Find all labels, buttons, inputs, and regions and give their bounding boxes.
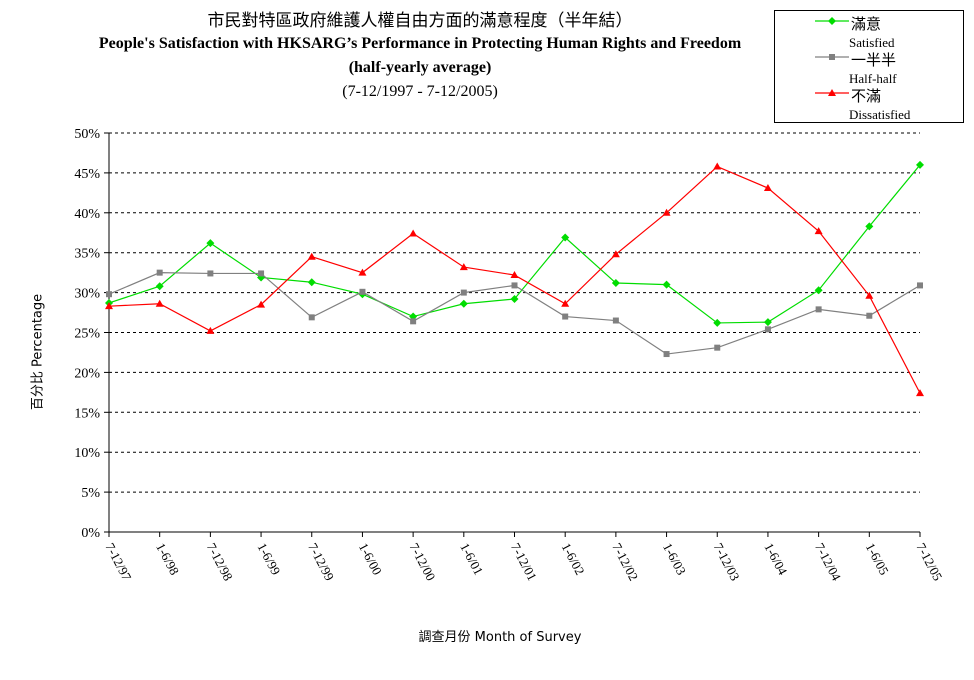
data-point	[561, 299, 570, 307]
chart-legend: 滿意 Satisfied 一半半 Half-half 不滿 Dissatisfi…	[774, 10, 964, 123]
data-point	[561, 233, 570, 242]
data-point	[206, 239, 215, 248]
legend-label-dissatisfied-en: Dissatisfied	[849, 107, 911, 122]
legend-label-half-half-zh: 一半半	[851, 51, 897, 69]
x-tick-label: 7-12/99	[305, 540, 337, 583]
data-point	[459, 263, 468, 271]
x-tick-label: 1-6/05	[863, 540, 892, 577]
data-point	[511, 282, 518, 289]
legend-label-half-half-en: Half-half	[849, 71, 897, 86]
data-point	[155, 299, 164, 307]
data-point	[764, 326, 771, 333]
x-tick-label: 7-12/97	[102, 540, 134, 583]
data-point	[763, 318, 772, 327]
data-point	[308, 314, 315, 321]
data-point	[510, 271, 519, 279]
data-point	[814, 286, 823, 295]
data-point	[815, 306, 822, 313]
data-point	[510, 294, 519, 303]
y-tick-label: 30%	[74, 287, 100, 302]
x-tick-label: 7-12/04	[812, 540, 844, 583]
y-tick-label: 0%	[81, 526, 100, 541]
legend-label-satisfied-zh: 滿意	[851, 15, 882, 33]
legend-swatch-dissatisfied	[815, 89, 849, 96]
data-point	[917, 282, 923, 289]
chart-title-chinese: 市民對特區政府維護人權自由方面的滿意程度（半年結）	[207, 11, 633, 31]
data-point	[865, 222, 874, 231]
x-tick-label: 1-6/99	[254, 540, 283, 577]
y-tick-label: 20%	[74, 366, 100, 381]
x-tick-label: 7-12/01	[508, 540, 540, 583]
data-point	[612, 317, 619, 324]
data-point	[207, 270, 214, 277]
data-point	[814, 227, 823, 235]
data-point	[410, 318, 417, 325]
data-point	[662, 280, 671, 289]
legend-item-half-half: 一半半 Half-half	[775, 47, 963, 86]
x-tick-label: 1-6/98	[153, 540, 182, 577]
data-point	[611, 279, 620, 288]
chart-period: (7-12/1997 - 7-12/2005)	[342, 83, 498, 100]
data-point	[663, 351, 670, 358]
chart-title-block: 市民對特區政府維護人權自由方面的滿意程度（半年結） People's Satis…	[40, 10, 800, 104]
data-point	[866, 312, 873, 319]
data-point	[763, 184, 772, 192]
legend-label-dissatisfied-zh: 不滿	[851, 87, 882, 105]
legend-item-satisfied: 滿意 Satisfied	[775, 11, 963, 50]
x-tick-label: 1-6/02	[559, 540, 588, 577]
legend-swatch-half-half	[815, 54, 849, 60]
series-line-2	[108, 165, 921, 394]
data-point	[307, 278, 316, 287]
data-point	[106, 291, 112, 298]
y-tick-label: 10%	[74, 446, 100, 461]
legend-swatch-satisfied	[815, 17, 849, 25]
data-point	[713, 162, 722, 170]
x-tick-label: 1-6/03	[660, 540, 689, 577]
x-tick-label: 7-12/00	[406, 540, 438, 583]
data-point	[662, 208, 671, 216]
data-point	[307, 252, 316, 260]
data-point	[916, 389, 924, 397]
data-point	[257, 300, 266, 308]
data-point	[409, 229, 418, 237]
x-tick-label: 7-12/02	[609, 540, 641, 583]
y-tick-label: 35%	[74, 247, 100, 262]
x-axis-label: 調查月份 Month of Survey	[418, 630, 582, 645]
chart-subtitle: (half-yearly average)	[348, 59, 492, 76]
data-point	[865, 291, 874, 299]
y-tick-label: 5%	[81, 486, 100, 501]
data-point	[105, 302, 113, 310]
x-tick-label: 7-12/03	[711, 540, 743, 583]
data-point	[156, 269, 163, 276]
x-tick-label: 7-12/98	[204, 540, 236, 583]
data-point	[358, 268, 367, 276]
data-point	[562, 313, 569, 320]
data-point	[206, 326, 215, 334]
data-point	[714, 344, 721, 351]
data-point	[713, 318, 722, 327]
y-tick-label: 15%	[74, 406, 100, 421]
legend-label-satisfied-en: Satisfied	[849, 35, 895, 50]
y-axis-label: 百分比 Percentage	[30, 293, 46, 411]
data-point	[916, 160, 924, 169]
y-tick-label: 50%	[74, 127, 100, 142]
y-tick-label: 25%	[74, 327, 100, 342]
data-point	[359, 288, 366, 295]
y-tick-label: 45%	[74, 167, 100, 182]
x-tick-label: 1-6/01	[457, 540, 486, 577]
x-tick-label: 1-6/04	[761, 540, 790, 577]
chart-title-english: People's Satisfaction with HKSARG’s Perf…	[98, 35, 742, 52]
y-tick-label: 40%	[74, 207, 100, 222]
x-tick-label: 1-6/00	[356, 540, 385, 577]
legend-item-dissatisfied: 不滿 Dissatisfied	[775, 83, 963, 122]
x-tick-label: 7-12/05	[913, 540, 945, 583]
data-point	[460, 289, 467, 296]
data-point	[459, 299, 468, 308]
data-point	[611, 250, 620, 258]
data-point	[155, 282, 164, 291]
data-point	[258, 270, 265, 277]
